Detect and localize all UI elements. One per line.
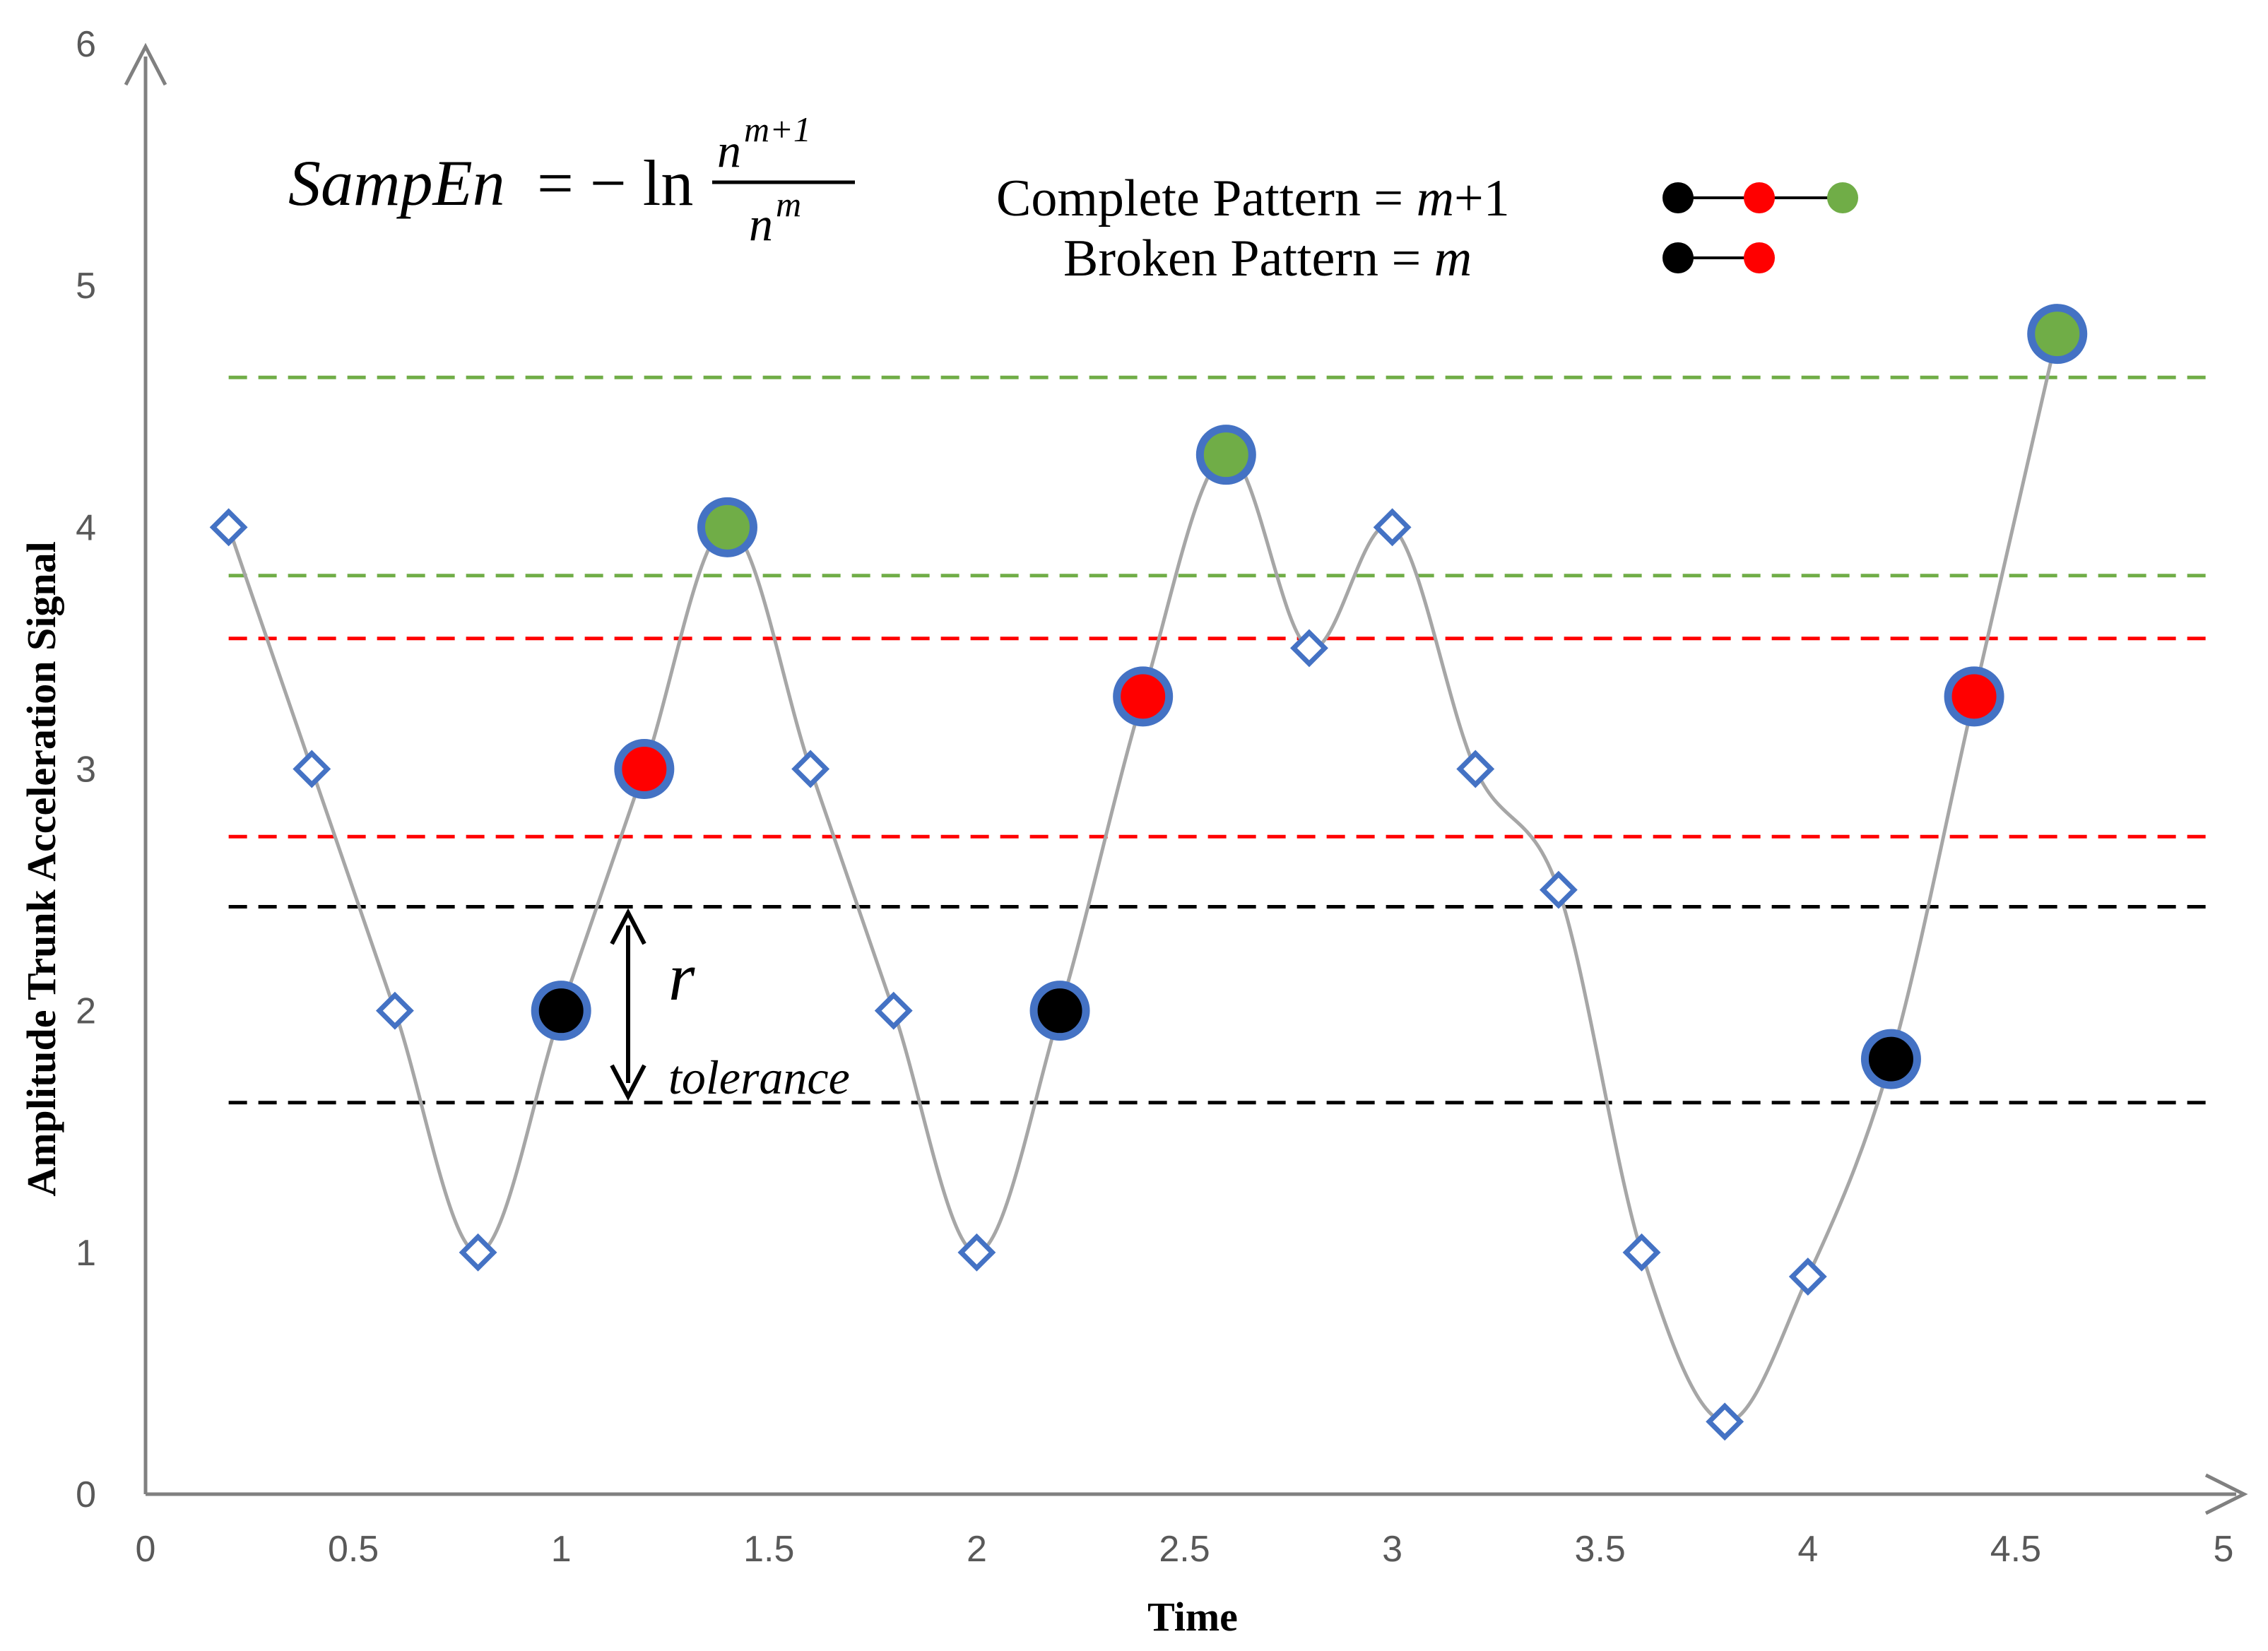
data-point-red: [1113, 666, 1174, 727]
r-label: r: [668, 939, 695, 1014]
sampen-formula: SampEn = − ln n m+1 n m: [288, 110, 855, 251]
x-tick-label: 0.5: [328, 1529, 379, 1570]
data-point-green: [697, 497, 757, 557]
formula-lhs: SampEn: [288, 147, 505, 219]
x-tick-label: 4: [1797, 1529, 1818, 1570]
data-point-green: [1195, 425, 1256, 485]
legend-broken-black-dot: [1662, 242, 1694, 273]
legend-broken-label: Broken Pattern = m: [1063, 230, 1472, 288]
data-point-diamond: [1622, 1233, 1661, 1272]
data-point-diamond: [459, 1233, 497, 1272]
data-point-diamond: [957, 1233, 996, 1272]
tolerance-arrow-head-down: [610, 1064, 646, 1101]
y-tick-label: 5: [76, 266, 96, 307]
pattern-legend: Complete Pattern = m+1 Broken Pattern = …: [996, 170, 1858, 288]
legend-complete-swatch: [1662, 182, 1858, 213]
formula-numerator-sup: m+1: [744, 110, 811, 149]
data-point-diamond: [1706, 1402, 1744, 1441]
data-point-diamond: [1788, 1258, 1827, 1296]
data-point-diamond: [293, 750, 331, 788]
data-point-diamond: [1290, 629, 1328, 668]
tolerance-label: tolerance: [668, 1051, 850, 1104]
data-point-diamond: [209, 508, 248, 547]
x-tick-label: 1.5: [743, 1529, 794, 1570]
y-tick-label: 6: [76, 24, 96, 65]
formula-denominator: n: [749, 197, 773, 251]
x-tick-label: 1: [551, 1529, 572, 1570]
legend-complete-label: Complete Pattern = m+1: [996, 170, 1510, 227]
y-axis-title: Amplitude Trunk Acceleration Signal: [18, 541, 64, 1197]
y-tick-label: 2: [76, 991, 96, 1032]
x-tick-label: 3.5: [1575, 1529, 1626, 1570]
x-tick-label: 2.5: [1159, 1529, 1210, 1570]
data-point-black: [1029, 981, 1090, 1041]
x-tick-label: 4.5: [1990, 1529, 2041, 1570]
y-tick-labels: 0 1 2 3 4 5 6: [76, 24, 96, 1515]
y-tick-label: 1: [76, 1233, 96, 1274]
data-point-diamond: [375, 991, 414, 1030]
x-tick-label: 2: [967, 1529, 987, 1570]
tolerance-annotation: r tolerance: [610, 908, 850, 1104]
formula-denominator-sup: m: [776, 184, 801, 224]
axes: [124, 42, 2248, 1515]
legend-complete-black-dot: [1662, 182, 1694, 213]
legend-complete-red-dot: [1744, 182, 1775, 213]
data-point-diamond: [1456, 750, 1495, 788]
x-tick-label: 0: [136, 1529, 156, 1570]
data-point-diamond: [1373, 508, 1412, 547]
x-tick-label: 3: [1382, 1529, 1402, 1570]
x-tick-labels: 0 0.5 1 1.5 2 2.5 3 3.5 4 4.5 5: [136, 1529, 2234, 1570]
data-point-diamond: [791, 750, 830, 788]
y-tick-label: 4: [76, 507, 96, 548]
formula-eq-ln: = − ln: [537, 147, 693, 219]
tolerance-arrow-head-up: [610, 908, 646, 945]
tolerance-bands: [228, 375, 2211, 1105]
formula-numerator: n: [717, 124, 741, 177]
legend-broken-red-dot: [1744, 242, 1775, 273]
legend-complete-green-dot: [1827, 182, 1858, 213]
data-point-green: [2027, 304, 2088, 365]
data-point-red: [1944, 666, 2004, 727]
signal-markers: [209, 304, 2088, 1441]
data-point-black: [1860, 1029, 1921, 1089]
x-tick-label: 5: [2214, 1529, 2234, 1570]
y-axis-arrow: [124, 42, 167, 86]
data-point-diamond: [874, 991, 913, 1030]
legend-broken-swatch: [1662, 242, 1775, 273]
signal-curve: [227, 333, 2060, 1424]
data-point-black: [531, 981, 591, 1041]
x-axis-arrow: [2204, 1473, 2248, 1515]
x-axis-title: Time: [1147, 1594, 1238, 1640]
y-tick-label: 0: [76, 1474, 96, 1515]
data-point-red: [614, 739, 675, 799]
data-point-diamond: [1539, 870, 1578, 909]
y-tick-label: 3: [76, 750, 96, 791]
